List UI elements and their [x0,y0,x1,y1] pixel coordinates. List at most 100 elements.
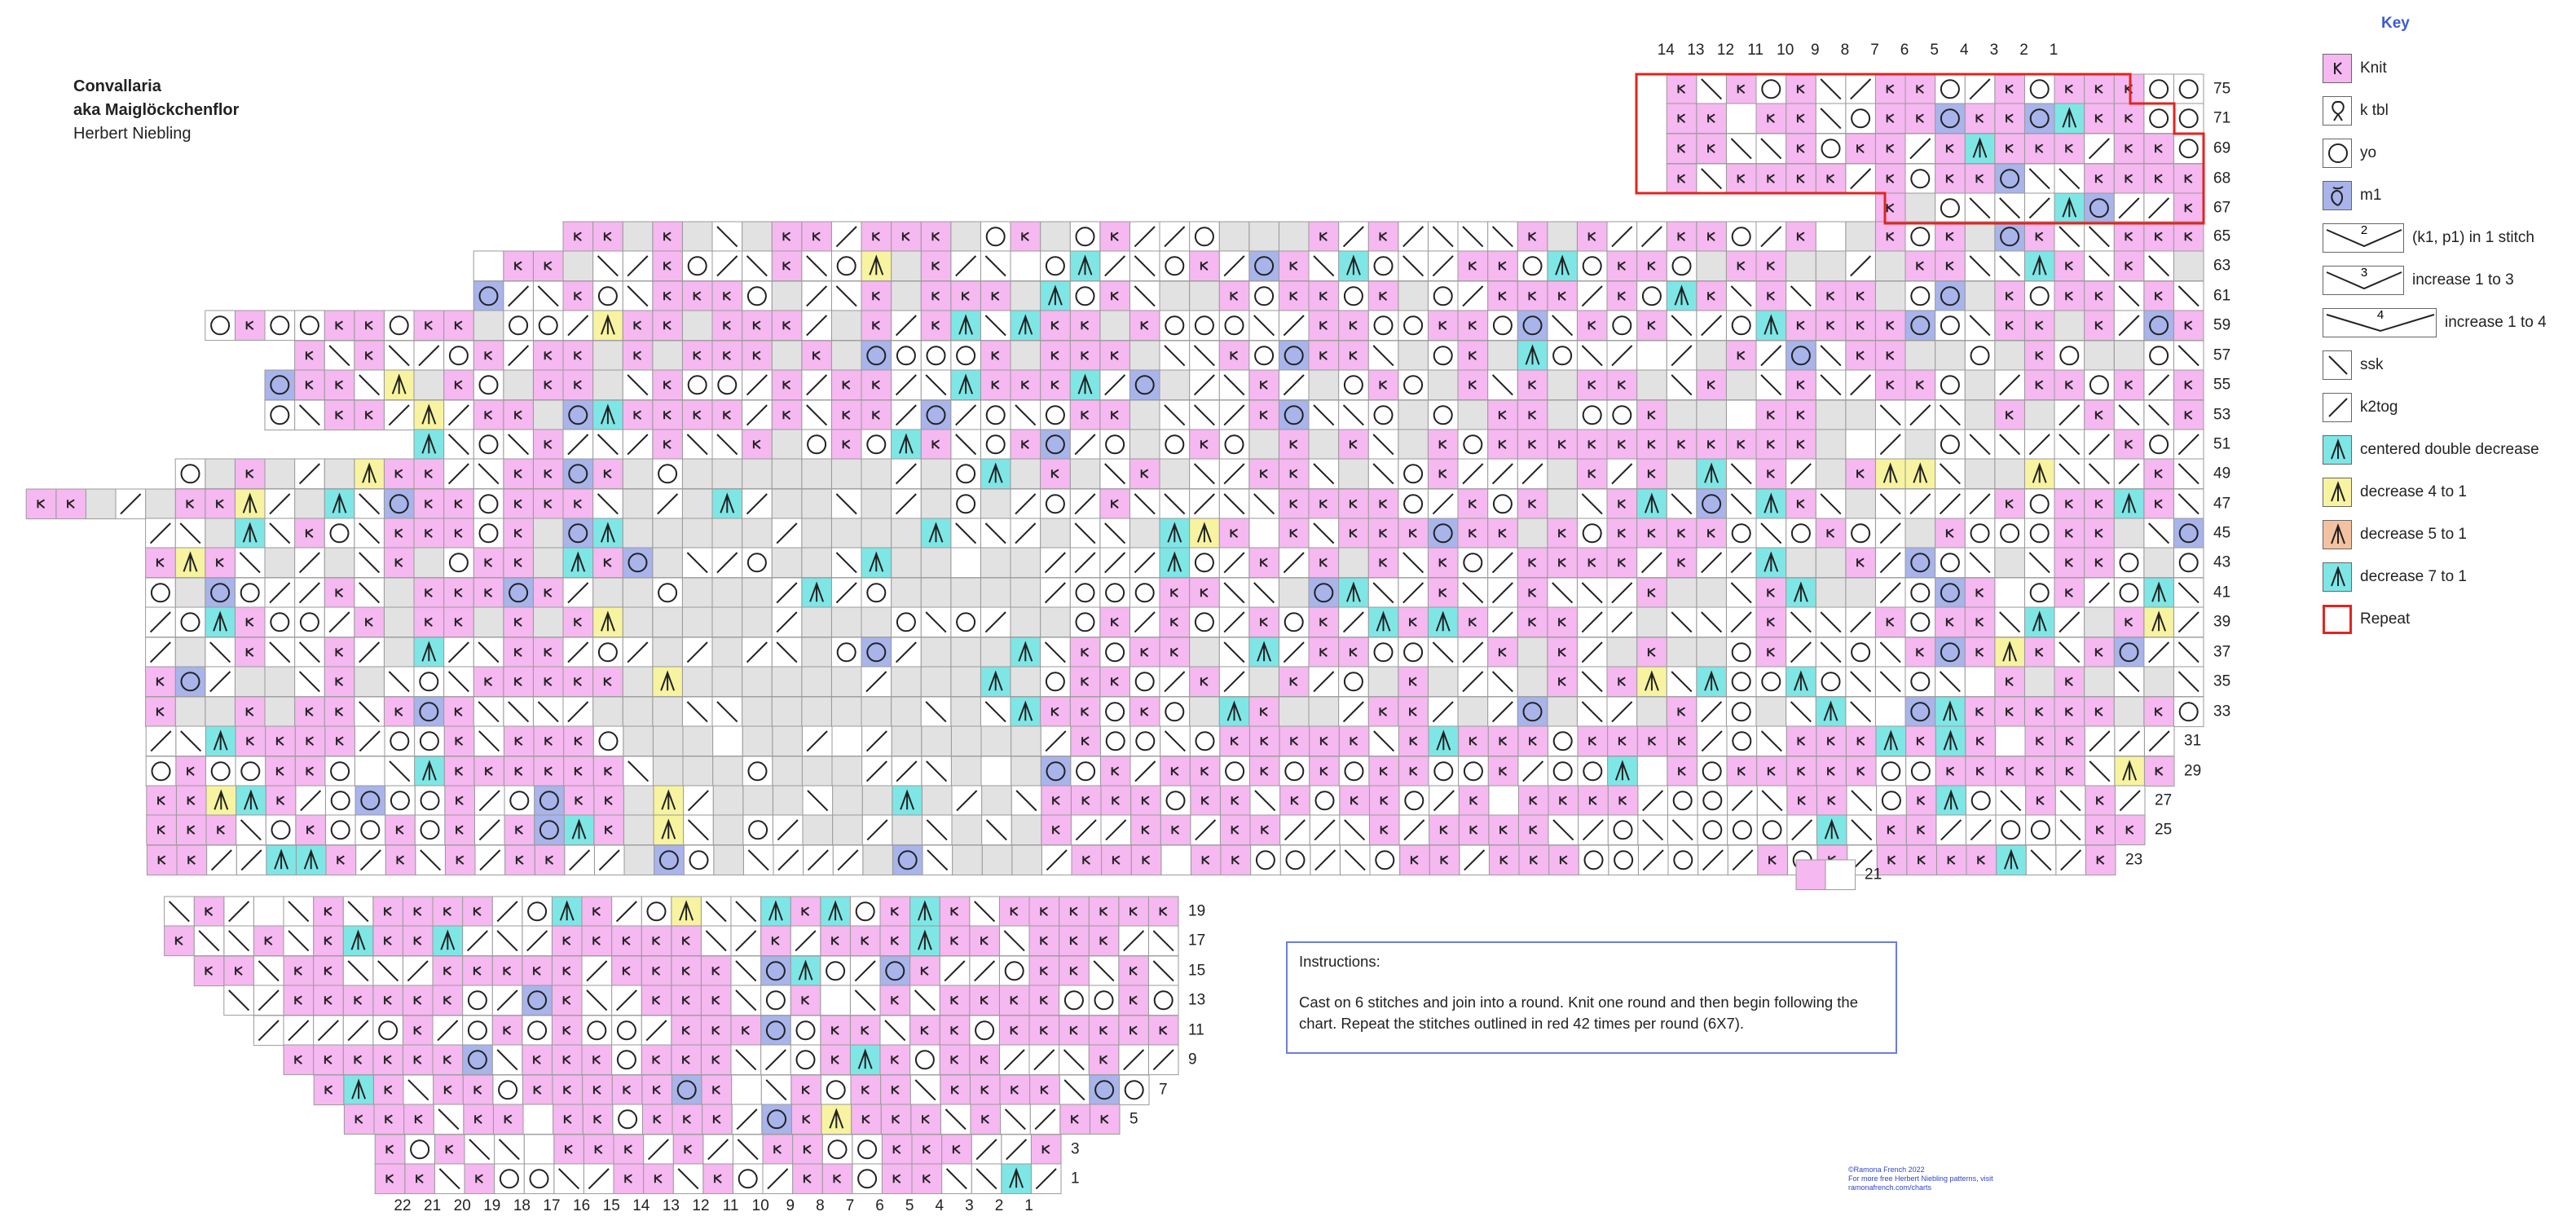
stitch-cell [613,1163,645,1195]
row-number: 49 [2213,465,2230,482]
stitch-cell [1935,250,1966,282]
stitch-cell [592,429,623,460]
stitch-cell [532,250,564,282]
stitch-cell [1099,577,1130,609]
stitch-cell [2023,429,2055,460]
stitch-cell [205,488,236,520]
stitch-cell [1994,280,2025,312]
stitch-cell [1040,310,1071,342]
stitch-cell [711,488,743,520]
stitch-cell [1011,756,1041,787]
stitch-cell [1398,696,1429,728]
stitch-cell [354,577,385,609]
stitch-cell [850,1074,882,1106]
stitch-cell [681,518,713,549]
stitch-cell [1040,518,1071,549]
stitch-cell [909,1015,940,1047]
stitch-cell [892,785,923,817]
stitch-cell [950,547,981,579]
stitch-cell [503,429,534,460]
stitch-cell [174,666,206,698]
stitch-cell [1547,458,1578,490]
stitch-cell [551,955,583,987]
stitch-cell [772,725,803,757]
stitch-cell [1118,1015,1149,1047]
stitch-cell [324,369,355,401]
stitch-cell [1666,280,1698,312]
stitch-cell [1309,756,1340,787]
stitch-cell [1487,250,1518,282]
stitch-cell [1547,280,1578,312]
stitch-cell [1457,340,1489,372]
stitch-cell [1666,666,1698,698]
stitch-cell [2023,577,2055,609]
stitch-cell [771,458,803,490]
stitch-cell [234,696,266,728]
stitch-cell [681,221,713,253]
stitch-cell [922,844,953,876]
stitch-cell [503,280,534,312]
stitch-cell [1666,696,1698,728]
stitch-cell [1427,577,1459,609]
stitch-cell [1427,606,1459,638]
stitch-cell [1815,73,1847,105]
stitch-cell [771,221,803,253]
stitch-cell [1666,547,1698,579]
stitch-cell [1815,429,1847,460]
stitch-cell [801,696,832,728]
stitch-cell [532,429,564,460]
stitch-cell [980,429,1011,460]
stitch-cell [849,925,881,957]
stitch-cell [1845,696,1876,728]
stitch-cell [622,221,654,253]
stitch-cell [205,310,236,342]
column-number: 1 [1024,1197,1033,1214]
stitch-cell [1994,250,2025,282]
stitch-cell [1845,280,1876,312]
stitch-cell [532,369,564,401]
stitch-cell [920,221,952,253]
stitch-cell [891,637,922,668]
stitch-cell [551,925,583,957]
stitch-cell [473,577,504,609]
stitch-cell [951,785,983,817]
stitch-cell [354,488,385,520]
stitch-cell [1725,221,1757,253]
stitch-cell [1189,488,1220,520]
stitch-cell [2143,399,2174,431]
column-number: 9 [1811,42,1820,59]
stitch-cell [998,896,1030,928]
stitch-cell [683,844,715,876]
stitch-cell [373,1104,405,1135]
stitch-cell [1726,756,1758,787]
stitch-cell [205,666,236,698]
stitch-cell [1457,606,1489,638]
stitch-cell [383,547,415,579]
stitch-cell [681,250,713,282]
stitch-cell [1059,1015,1090,1047]
stitch-cell [1457,250,1489,282]
stitch-cell [1725,310,1757,342]
stitch-cell [2025,844,2057,876]
stitch-cell [562,518,594,549]
stitch-cell [1159,340,1191,372]
stitch-cell [294,666,325,698]
stitch-cell [223,925,254,957]
column-number: 6 [875,1197,884,1214]
stitch-cell [681,340,713,372]
stitch-cell [325,844,357,876]
stitch-cell [592,340,623,372]
k1p1-icon: 2 [2323,223,2404,253]
stitch-cell [1935,637,1966,668]
stitch-cell [1517,725,1548,757]
row-number: 53 [2213,406,2230,423]
stitch-cell [1845,666,1876,698]
stitch-cell [1159,458,1191,490]
stitch-cell [414,785,446,817]
stitch-cell [1815,606,1847,638]
stitch-cell [681,606,713,638]
stitch-cell [1755,310,1787,342]
key-item-cdd: centered double decrease [2323,434,2539,466]
stitch-cell [1548,844,1579,876]
stitch-cell [1517,547,1548,579]
